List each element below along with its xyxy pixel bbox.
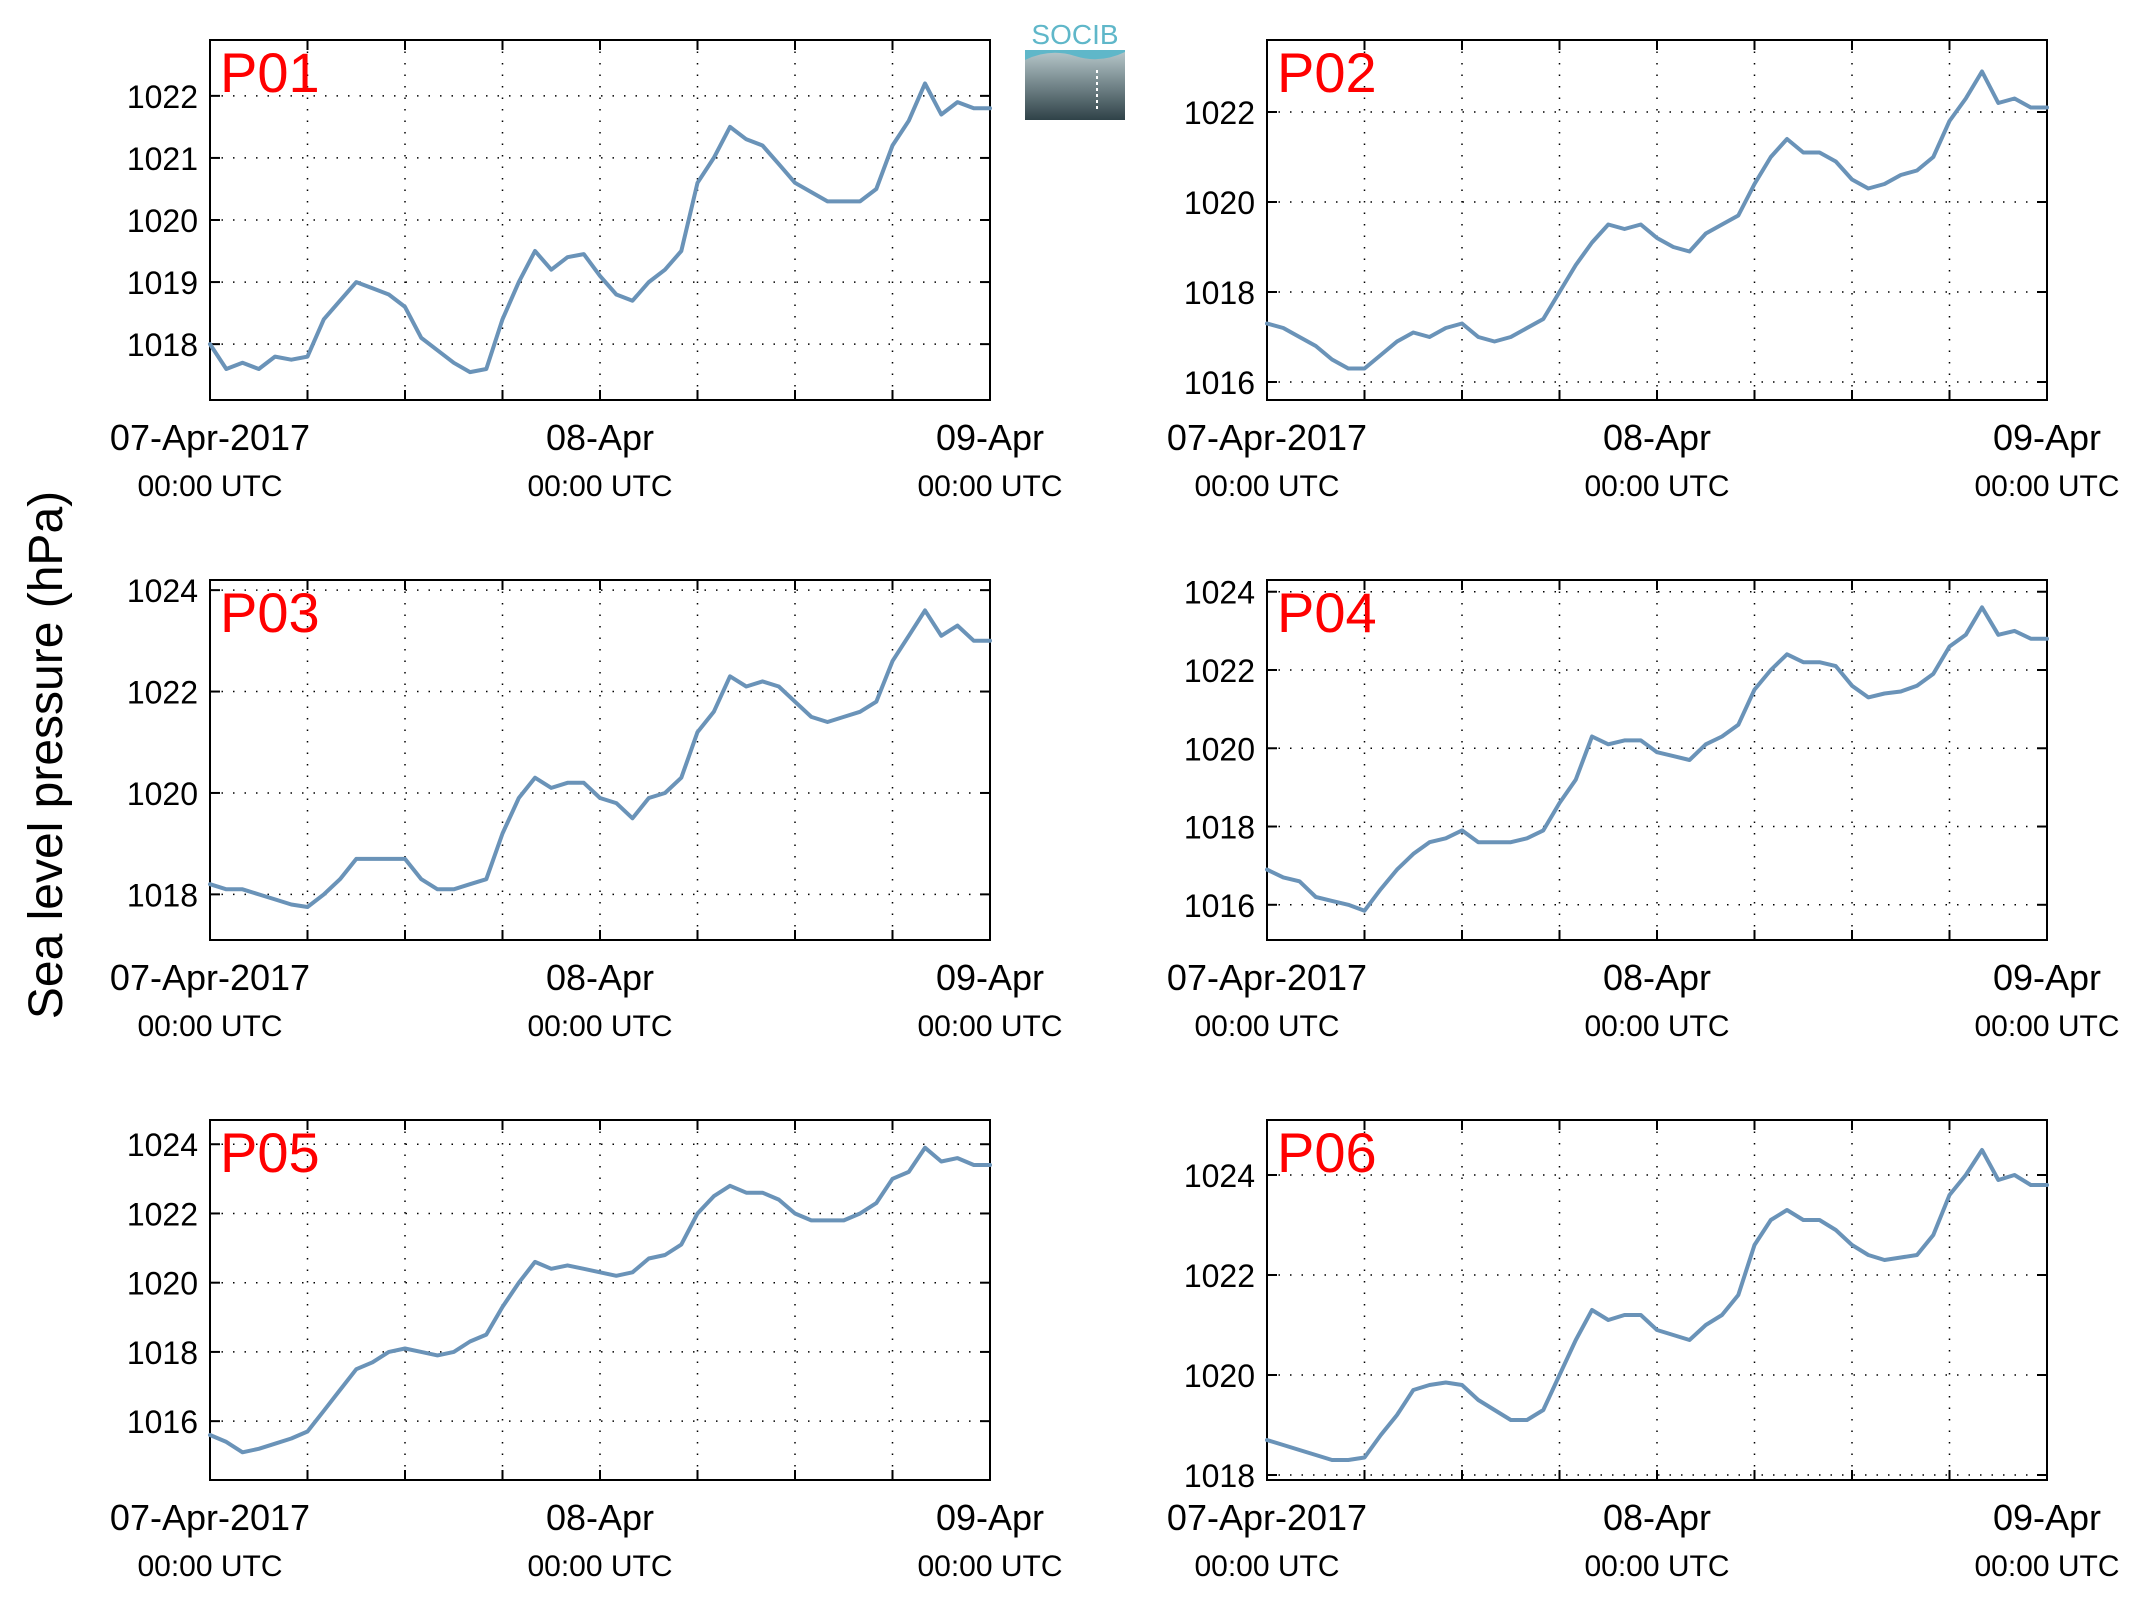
y-tick-label: 1018 <box>127 877 198 913</box>
x-tick-label-date: 09-Apr <box>1993 1497 2101 1538</box>
y-tick-label: 1018 <box>1184 810 1255 846</box>
x-tick-label-date: 09-Apr <box>936 417 1044 458</box>
socib-logo: SOCIB <box>1025 19 1125 120</box>
x-tick-label-time: 00:00 UTC <box>137 470 282 503</box>
logo-text: SOCIB <box>1031 19 1118 50</box>
x-tick-label-date: 09-Apr <box>936 1497 1044 1538</box>
axes-box <box>209 1119 991 1481</box>
y-tick-label: 1016 <box>1184 365 1255 401</box>
x-tick-label-date: 09-Apr <box>936 957 1044 998</box>
y-tick-label: 1018 <box>127 1335 198 1371</box>
x-tick-label-time: 00:00 UTC <box>917 1010 1062 1043</box>
x-tick-label-time: 00:00 UTC <box>917 470 1062 503</box>
y-tick-label: 1016 <box>1184 888 1255 924</box>
axes-box <box>1266 1119 2048 1481</box>
y-tick-label: 1020 <box>127 1266 198 1302</box>
x-tick-label-date: 09-Apr <box>1993 417 2101 458</box>
y-tick-label: 1021 <box>127 141 198 177</box>
axes-box <box>209 39 991 401</box>
y-tick-label: 1020 <box>127 203 198 239</box>
x-tick-label-date: 08-Apr <box>1603 1497 1711 1538</box>
axes-box <box>1266 39 2048 401</box>
series-line-p03 <box>208 608 992 909</box>
panel-p04: 07-Apr-2017 00:00 UTC 08-Apr 00:00 UTC 09-Ap… <box>1167 575 2120 1043</box>
y-tick-label: 1020 <box>1184 731 1255 767</box>
x-tick-label-time: 00:00 UTC <box>137 1010 282 1043</box>
y-tick-label: 1024 <box>1184 1158 1255 1194</box>
panel-label: P06 <box>1277 1121 1377 1184</box>
x-tick-label-time: 00:00 UTC <box>917 1550 1062 1583</box>
x-tick-label-date: 08-Apr <box>546 417 654 458</box>
y-tick-label: 1016 <box>127 1404 198 1440</box>
series-line-p05 <box>208 1145 992 1455</box>
y-tick-label: 1024 <box>127 1127 198 1163</box>
panel-p01: 07-Apr-2017 00:00 UTC 08-Apr 00:00 UTC 09-Ap… <box>110 39 1063 503</box>
panel-p02: 07-Apr-2017 00:00 UTC 08-Apr 00:00 UTC 09-Ap… <box>1167 39 2120 503</box>
axes-box <box>209 579 991 941</box>
series-line-p01 <box>208 81 992 375</box>
x-tick-label-time: 00:00 UTC <box>1584 470 1729 503</box>
panel-p06: 07-Apr-2017 00:00 UTC 08-Apr 00:00 UTC 09-Ap… <box>1167 1119 2120 1583</box>
y-tick-label: 1020 <box>127 776 198 812</box>
x-tick-label-date: 08-Apr <box>1603 417 1711 458</box>
x-tick-label-date: 08-Apr <box>1603 957 1711 998</box>
y-tick-label: 1022 <box>1184 653 1255 689</box>
series-line-p06 <box>1265 1148 2049 1462</box>
x-tick-label-date: 07-Apr-2017 <box>110 957 310 998</box>
x-tick-label-time: 00:00 UTC <box>1974 470 2119 503</box>
x-tick-label-time: 00:00 UTC <box>1974 1010 2119 1043</box>
x-tick-label-time: 00:00 UTC <box>527 1550 672 1583</box>
y-tick-label: 1022 <box>1184 1258 1255 1294</box>
x-tick-label-time: 00:00 UTC <box>527 1010 672 1043</box>
x-tick-label-date: 07-Apr-2017 <box>110 417 310 458</box>
y-tick-label: 1019 <box>127 265 198 301</box>
x-tick-label-date: 09-Apr <box>1993 957 2101 998</box>
y-tick-label: 1020 <box>1184 185 1255 221</box>
series-line-p04 <box>1265 605 2049 913</box>
panel-p03: 07-Apr-2017 00:00 UTC 08-Apr 00:00 UTC 09-Ap… <box>110 573 1063 1043</box>
y-tick-label: 1024 <box>127 573 198 609</box>
panel-label: P04 <box>1277 581 1377 644</box>
panel-label: P02 <box>1277 41 1377 104</box>
y-tick-label: 1022 <box>127 1196 198 1232</box>
panel-p05: 07-Apr-2017 00:00 UTC 08-Apr 00:00 UTC 09-Ap… <box>110 1119 1063 1583</box>
y-tick-label: 1024 <box>1184 575 1255 611</box>
panel-label: P01 <box>220 41 320 104</box>
x-tick-label-time: 00:00 UTC <box>1974 1550 2119 1583</box>
x-tick-label-time: 00:00 UTC <box>527 470 672 503</box>
panel-label: P05 <box>220 1121 320 1184</box>
panel-label: P03 <box>220 581 320 644</box>
x-tick-label-time: 00:00 UTC <box>1194 1010 1339 1043</box>
x-tick-label-date: 08-Apr <box>546 1497 654 1538</box>
x-tick-label-time: 00:00 UTC <box>1584 1010 1729 1043</box>
y-tick-label: 1018 <box>127 327 198 363</box>
y-tick-label: 1022 <box>127 675 198 711</box>
x-tick-label-date: 08-Apr <box>546 957 654 998</box>
x-tick-label-date: 07-Apr-2017 <box>1167 417 1367 458</box>
x-tick-label-time: 00:00 UTC <box>1584 1550 1729 1583</box>
series-line-p02 <box>1265 69 2049 371</box>
x-tick-label-date: 07-Apr-2017 <box>1167 1497 1367 1538</box>
y-tick-label: 1020 <box>1184 1358 1255 1394</box>
x-tick-label-time: 00:00 UTC <box>1194 1550 1339 1583</box>
x-tick-label-date: 07-Apr-2017 <box>110 1497 310 1538</box>
x-tick-label-time: 00:00 UTC <box>1194 470 1339 503</box>
y-tick-label: 1018 <box>1184 275 1255 311</box>
x-tick-label-date: 07-Apr-2017 <box>1167 957 1367 998</box>
y-axis-label: Sea level pressure (hPa) <box>20 491 73 1019</box>
x-tick-label-time: 00:00 UTC <box>137 1550 282 1583</box>
y-tick-label: 1018 <box>1184 1458 1255 1494</box>
y-tick-label: 1022 <box>1184 95 1255 131</box>
y-tick-label: 1022 <box>127 79 198 115</box>
